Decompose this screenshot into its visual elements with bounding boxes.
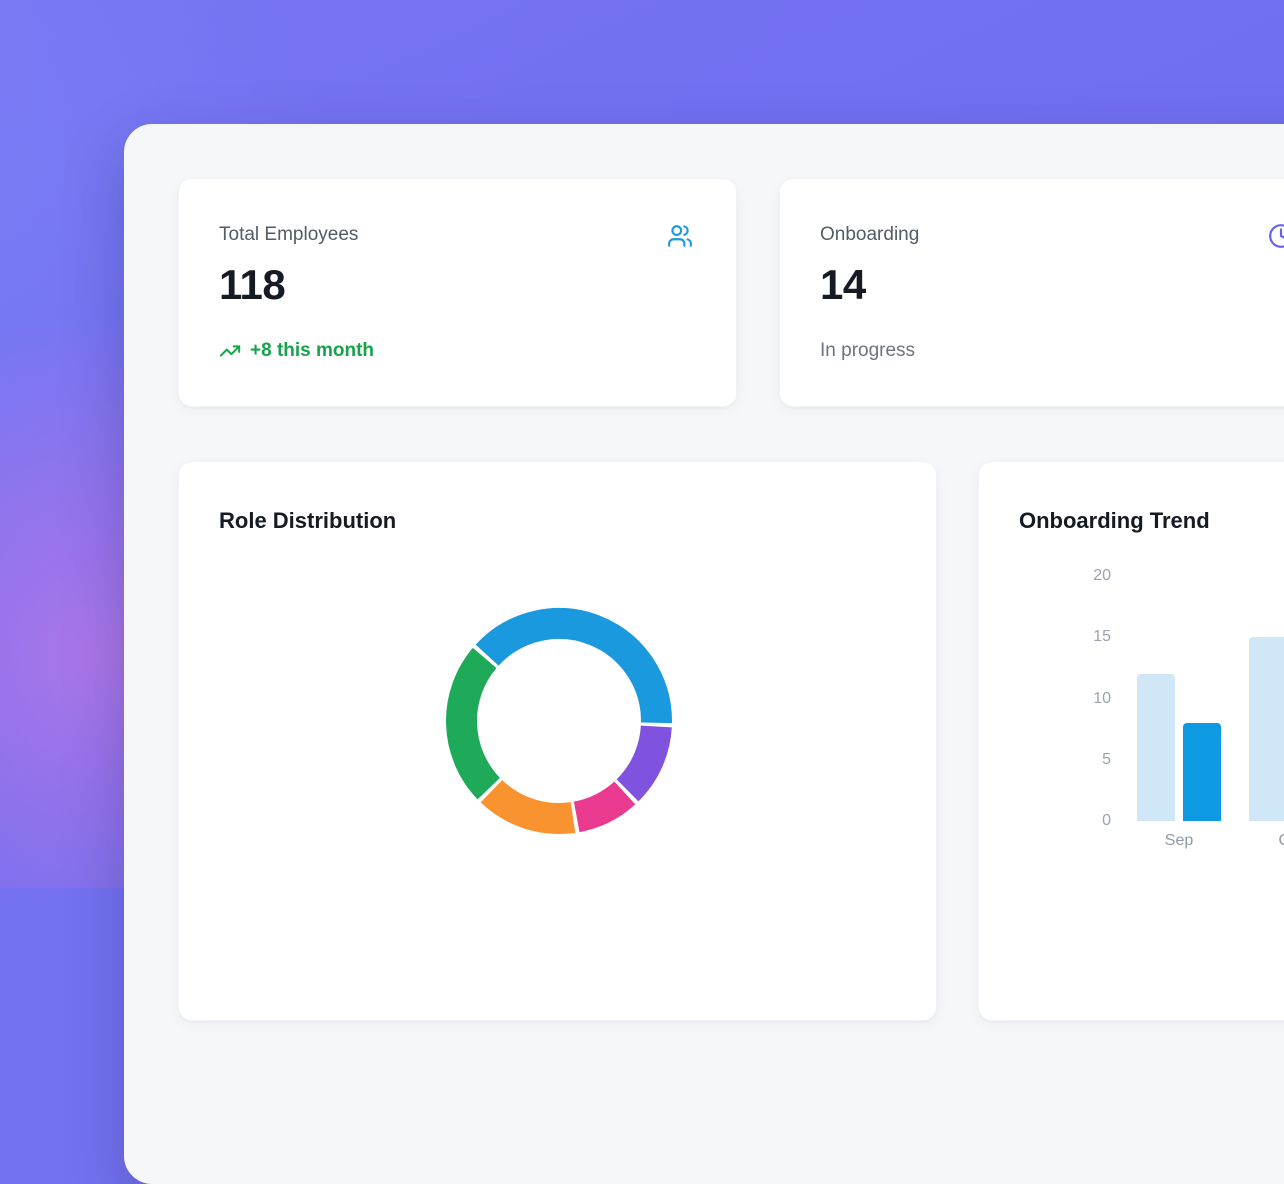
onboarding-trend-card: Onboarding Trend 0 5 10 15 20 Sep Oct (978, 461, 1284, 1021)
y-axis-tick-label: 10 (1093, 689, 1111, 707)
stat-trend-label: +8 this month (250, 340, 375, 361)
chart-title: Role Distribution (219, 508, 397, 533)
y-axis-tick-label: 0 (1102, 812, 1111, 829)
clock-icon (1269, 224, 1284, 248)
stat-status-label: In progress (820, 340, 916, 361)
users-icon (668, 225, 692, 247)
bar-oct-light[interactable] (1249, 637, 1284, 821)
role-distribution-donut[interactable] (439, 601, 679, 841)
y-axis-tick-label: 15 (1093, 628, 1111, 646)
stat-trend: +8 this month (219, 339, 374, 363)
stat-value: 14 (820, 261, 866, 308)
stat-label: Total Employees (219, 224, 359, 245)
stat-value: 118 (219, 261, 286, 308)
chart-title: Onboarding Trend (1019, 508, 1210, 533)
stat-status: In progress (820, 339, 915, 363)
donut-segment-orange[interactable] (480, 779, 576, 834)
role-distribution-card: Role Distribution (178, 461, 937, 1021)
donut-segment-blue[interactable] (475, 608, 672, 724)
donut-segment-pink[interactable] (573, 781, 636, 833)
x-axis-category-label: Sep (1164, 832, 1194, 849)
x-axis-category-label: Oct (1251, 832, 1284, 850)
trending-up-icon (219, 345, 241, 357)
y-axis-tick-label: 5 (1102, 750, 1111, 768)
donut-segment-green[interactable] (446, 647, 501, 800)
bar-sep-dark[interactable] (1183, 723, 1221, 821)
donut-segment-purple[interactable] (616, 725, 672, 802)
stat-label: Onboarding (820, 224, 920, 245)
y-axis-tick-label: 20 (1093, 567, 1111, 584)
stat-card-onboarding: Onboarding 14 In progress (779, 178, 1284, 407)
dashboard-panel: Total Employees 118 +8 this month Onboar… (124, 124, 1284, 1184)
stat-card-total-employees: Total Employees 118 +8 this month (178, 178, 737, 407)
bar-sep-light[interactable] (1137, 674, 1175, 821)
onboarding-trend-plot[interactable] (979, 462, 1284, 821)
